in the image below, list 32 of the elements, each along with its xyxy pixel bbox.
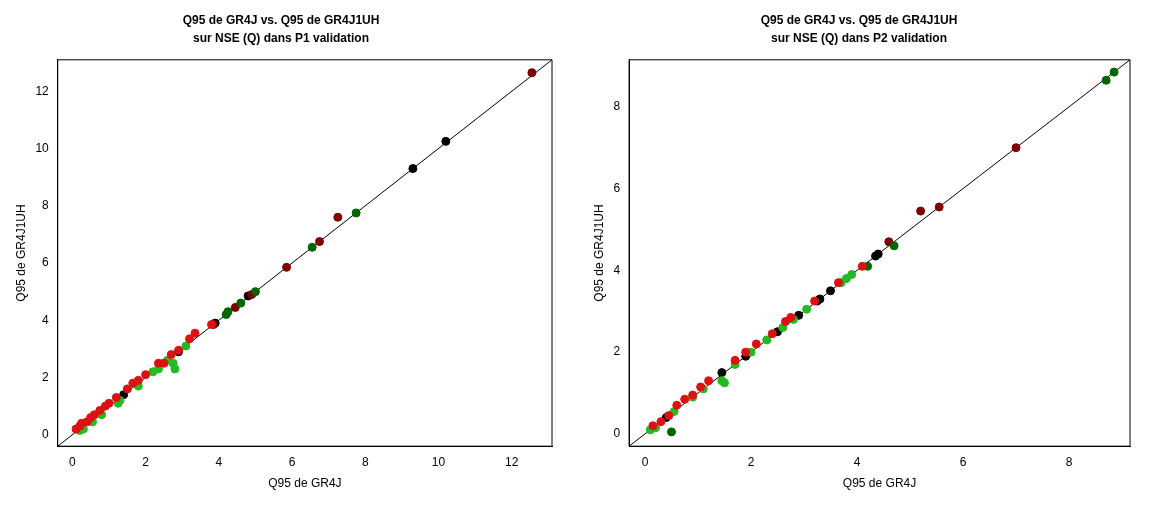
y-tick-label: 6 [42,255,50,270]
chart-title: Q95 de GR4J vs. Q95 de GR4J1UH [182,12,380,27]
x-tick-label: 4 [215,454,223,469]
y-axis-title: Q95 de GR4J1UH [591,204,606,302]
x-tick-label: 6 [959,454,967,469]
x-axis-title: Q95 de GR4J [268,476,342,491]
x-tick-label: 4 [853,454,861,469]
x-tick-label: 2 [747,454,755,469]
x-tick-label: 8 [361,454,369,469]
y-tick-label: 6 [613,180,621,195]
y-tick-label: 0 [42,427,50,442]
x-tick-label: 0 [641,454,649,469]
x-tick-label: 12 [505,454,519,469]
y-tick-label: 8 [613,99,621,114]
y-tick-label: 4 [42,312,50,327]
chart-title: Q95 de GR4J vs. Q95 de GR4J1UH [760,12,958,27]
x-tick-label: 8 [1065,454,1073,469]
y-tick-label: 2 [42,369,50,384]
x-tick-label: 10 [431,454,446,469]
y-tick-label: 12 [35,83,50,98]
y-axis-title: Q95 de GR4J1UH [13,204,28,302]
y-tick-label: 10 [35,140,50,155]
y-tick-label: 0 [613,426,621,441]
chart-subtitle: sur NSE (Q) dans P2 validation [770,30,948,45]
y-tick-label: 4 [613,262,621,277]
x-tick-label: 6 [288,454,296,469]
x-tick-label: 0 [69,454,77,469]
y-tick-label: 2 [613,344,621,359]
x-tick-label: 2 [142,454,150,469]
chart-subtitle: sur NSE (Q) dans P1 validation [192,30,370,45]
x-axis-title: Q95 de GR4J [842,476,917,491]
y-tick-label: 8 [42,198,50,213]
